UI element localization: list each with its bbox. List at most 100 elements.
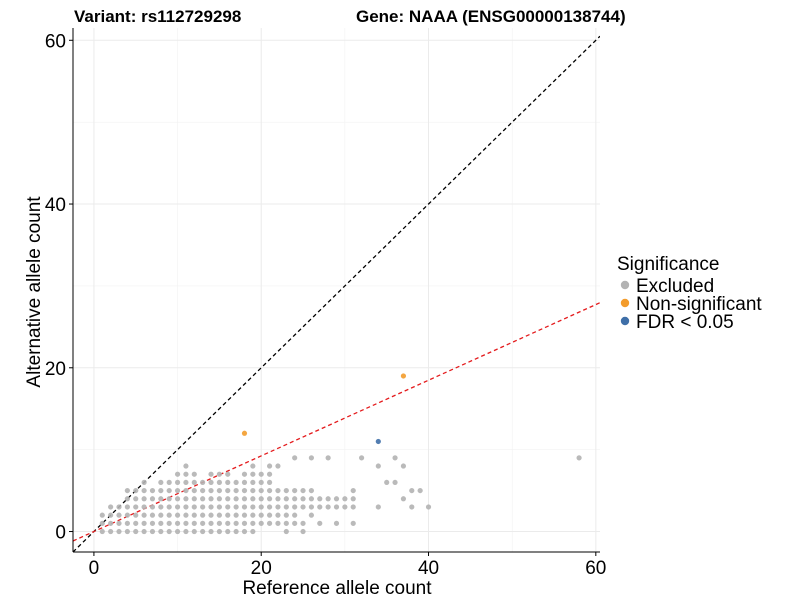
point-excluded <box>292 496 298 502</box>
point-excluded <box>208 512 214 518</box>
point-excluded <box>124 512 130 518</box>
point-excluded <box>158 528 164 535</box>
point-excluded <box>392 455 398 461</box>
point-excluded <box>308 512 315 518</box>
point-excluded <box>333 504 340 510</box>
point-excluded <box>275 504 281 510</box>
point-excluded <box>200 504 206 510</box>
point-excluded <box>149 520 156 526</box>
reference-line <box>73 302 600 542</box>
point-excluded <box>266 471 273 477</box>
data-points <box>99 373 582 535</box>
point-excluded <box>275 487 281 494</box>
legend-label-nonsig: Non-significant <box>636 294 762 315</box>
point-excluded <box>350 487 356 494</box>
point-excluded <box>216 496 222 502</box>
point-excluded <box>241 512 248 518</box>
point-excluded <box>317 496 323 502</box>
point-excluded <box>283 496 289 502</box>
point-excluded <box>233 504 239 510</box>
point-excluded <box>174 496 181 502</box>
point-excluded <box>208 479 214 486</box>
chart-title-gene: Gene: NAAA (ENSG00000138744) <box>356 7 626 26</box>
point-nonsig <box>241 430 248 436</box>
point-excluded <box>216 504 222 510</box>
point-excluded <box>124 528 130 535</box>
point-excluded <box>183 520 189 526</box>
point-excluded <box>149 528 156 535</box>
legend-title: Significance <box>617 254 719 275</box>
point-excluded <box>300 496 306 502</box>
point-excluded <box>133 487 139 494</box>
point-excluded <box>241 479 248 486</box>
point-excluded <box>141 487 147 494</box>
point-excluded <box>191 520 197 526</box>
point-excluded <box>108 504 114 510</box>
point-excluded <box>191 471 197 477</box>
point-excluded <box>149 487 156 494</box>
point-excluded <box>233 528 239 535</box>
point-excluded <box>292 520 298 526</box>
point-excluded <box>300 520 306 526</box>
point-excluded <box>250 479 256 486</box>
point-excluded <box>225 520 231 526</box>
point-excluded <box>417 487 423 494</box>
point-excluded <box>200 528 206 535</box>
point-excluded <box>283 528 289 535</box>
point-excluded <box>292 512 298 518</box>
legend-label-fdr: FDR < 0.05 <box>636 312 734 333</box>
point-excluded <box>225 528 231 535</box>
x-tick-label: 40 <box>418 558 439 579</box>
point-excluded <box>183 512 189 518</box>
point-excluded <box>308 455 315 461</box>
point-excluded <box>216 487 222 494</box>
point-excluded <box>124 496 130 502</box>
y-tick-label: 0 <box>55 523 66 544</box>
point-excluded <box>124 487 130 494</box>
point-excluded <box>166 520 172 526</box>
point-excluded <box>191 496 197 502</box>
point-excluded <box>166 479 172 486</box>
y-axis-title: Alternative allele count <box>24 196 45 388</box>
point-excluded <box>174 487 181 494</box>
point-excluded <box>116 512 122 518</box>
point-excluded <box>183 471 189 477</box>
point-excluded <box>384 479 390 486</box>
point-excluded <box>266 504 273 510</box>
point-excluded <box>292 455 298 461</box>
point-excluded <box>333 520 340 526</box>
point-excluded <box>158 504 164 510</box>
point-excluded <box>409 504 415 510</box>
point-excluded <box>266 463 273 469</box>
point-excluded <box>116 528 122 535</box>
point-excluded <box>191 528 197 535</box>
point-excluded <box>108 528 114 535</box>
point-excluded <box>400 463 407 469</box>
point-excluded <box>225 479 231 486</box>
point-excluded <box>200 496 206 502</box>
point-excluded <box>241 528 248 535</box>
point-excluded <box>241 471 248 477</box>
point-excluded <box>174 479 181 486</box>
point-excluded <box>141 528 147 535</box>
point-excluded <box>308 504 315 510</box>
point-excluded <box>333 496 340 502</box>
point-excluded <box>183 479 189 486</box>
point-excluded <box>99 520 105 526</box>
point-excluded <box>208 471 214 477</box>
chart-title-variant: Variant: rs112729298 <box>74 7 241 26</box>
point-nonsig <box>400 373 407 379</box>
point-excluded <box>166 512 172 518</box>
point-excluded <box>283 487 289 494</box>
point-excluded <box>174 520 181 526</box>
point-excluded <box>200 487 206 494</box>
point-excluded <box>225 487 231 494</box>
point-excluded <box>158 479 164 486</box>
point-excluded <box>108 512 114 518</box>
point-excluded <box>233 487 239 494</box>
point-excluded <box>325 455 331 461</box>
point-excluded <box>216 479 222 486</box>
reference-line <box>73 35 600 552</box>
point-excluded <box>200 512 206 518</box>
